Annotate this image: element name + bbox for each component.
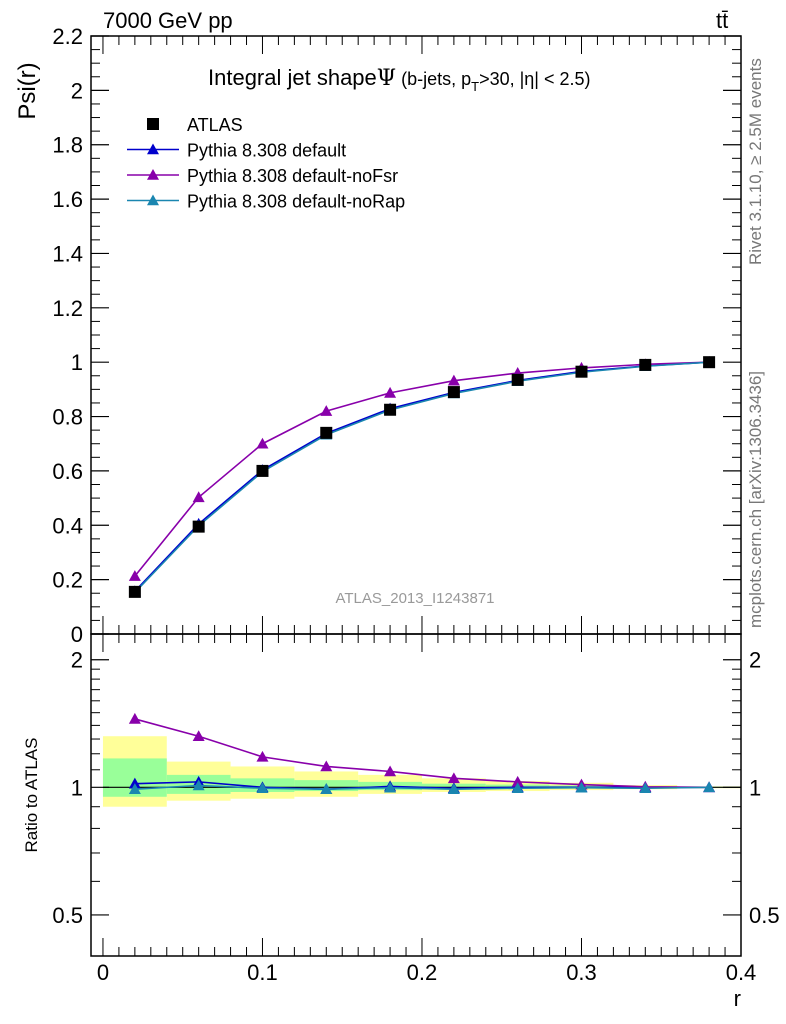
title-condition: (b-jets, p [396,69,471,89]
data-point-square [128,585,141,598]
ratio-series-group [128,712,716,794]
ratio-y-tick-label: 0.5 [52,903,83,928]
data-point-triangle [384,386,397,398]
data-point-triangle [128,570,141,581]
ratio-point-triangle [128,783,141,794]
ratio-series-line [134,718,710,789]
y-tick-label: 0.2 [52,568,83,593]
ratio-point-triangle [511,775,524,787]
title-symbol: Ψ [377,66,396,91]
ratio-point-triangle [320,783,333,794]
y-tick-label: 0.8 [52,405,83,430]
x-tick-label: 0.3 [566,960,597,985]
energy-label: 7000 GeV pp [103,8,233,33]
ratio-y-tick-label: 2 [71,648,83,673]
ratio-plot-frame [90,633,742,957]
y-tick-label: 2 [71,78,83,103]
data-point-square [256,464,269,477]
data-point-square [575,365,588,378]
analysis-label: ATLAS_2013_I1243871 [335,590,494,607]
y-axis-label: Psi(r) [14,62,41,119]
y-tick-label: 0.4 [52,513,83,538]
ratio-point-triangle [447,783,460,794]
legend-label: ATLAS [187,115,243,135]
x-tick-label: 0.1 [247,960,278,985]
data-point-square [447,386,460,399]
ratio-y-tick-label-right: 0.5 [749,903,780,928]
ratio-point-triangle [192,730,205,742]
y-tick-label: 2.2 [52,24,83,49]
data-point-square [511,373,524,386]
ratio-point-triangle [511,782,524,794]
ratio-series-line [134,784,710,790]
ratio-plot: 0.5 0.5 1 1 2 2 0 0.1 0.2 0.3 0.4 Ratio to ATLAS r [22,633,780,1011]
series-line [134,361,710,592]
ratio-point-triangle [128,712,141,724]
ratio-point-triangle [384,765,397,777]
legend-label: Pythia 8.308 default-noFsr [187,166,398,186]
ratio-point-triangle [128,777,141,789]
ratio-y-tick-label-right: 2 [749,648,761,673]
legend-marker-triangle [147,169,159,180]
data-point-square [320,426,333,439]
ratio-point-triangle [192,779,205,791]
process-label: tt̄ [716,8,729,33]
ratio-point-triangle [575,781,588,793]
ratio-point-triangle [447,772,460,784]
legend-label: Pythia 8.308 default-noRap [187,192,405,212]
y-tick-label: 1.8 [52,133,83,158]
y-tick-label: 1 [71,350,83,375]
legend-marker-square [147,118,159,130]
data-point-square [192,520,205,533]
series-line [134,361,710,593]
data-point-triangle [447,374,460,386]
series-line [134,361,710,577]
legend-marker-triangle [147,194,159,206]
main-series-group [128,356,716,598]
y-tick-label: 1.4 [52,241,83,266]
ratio-y-axis-label: Ratio to ATLAS [22,738,41,853]
ratio-point-triangle [703,781,716,793]
main-plot: 0 0.2 0.4 0.6 0.8 1 1.2 1.4 1.6 1.8 2 2.2 Psi(r) Inte… [14,24,742,647]
ratio-point-triangle [256,782,269,794]
x-tick-label: 0.4 [726,960,757,985]
title-main: Integral jet shape [208,65,377,90]
data-point-triangle [320,405,333,416]
ratio-y-tick-label-right: 1 [749,775,761,800]
y-tick-label: 1.6 [52,187,83,212]
x-tick-label: 0 [97,960,109,985]
ratio-point-triangle [320,760,333,772]
data-point-square [384,403,397,416]
data-point-triangle [256,437,269,449]
title-condition-2: >30, |η| < 2.5) [479,69,590,89]
ratio-point-triangle [256,750,269,762]
y-tick-label: 0 [71,622,83,647]
title-subscript: T [471,79,479,94]
data-point-square [639,358,652,371]
ratio-bands-group [102,736,741,807]
ratio-point-triangle [384,781,397,793]
legend-label: Pythia 8.308 default [187,141,346,161]
x-axis-label: r [734,986,741,1011]
ratio-y-tick-label: 1 [71,775,83,800]
y-tick-label: 1.2 [52,296,83,321]
data-point-square [703,356,716,369]
ratio-point-triangle [639,782,652,794]
chart-title: Integral jet shapeΨ (b-jets, pT>30, |η| … [208,65,591,94]
y-tick-label: 0.6 [52,459,83,484]
legend-marker-triangle [147,143,159,155]
x-tick-label: 0.2 [407,960,438,985]
data-point-triangle [192,491,205,503]
